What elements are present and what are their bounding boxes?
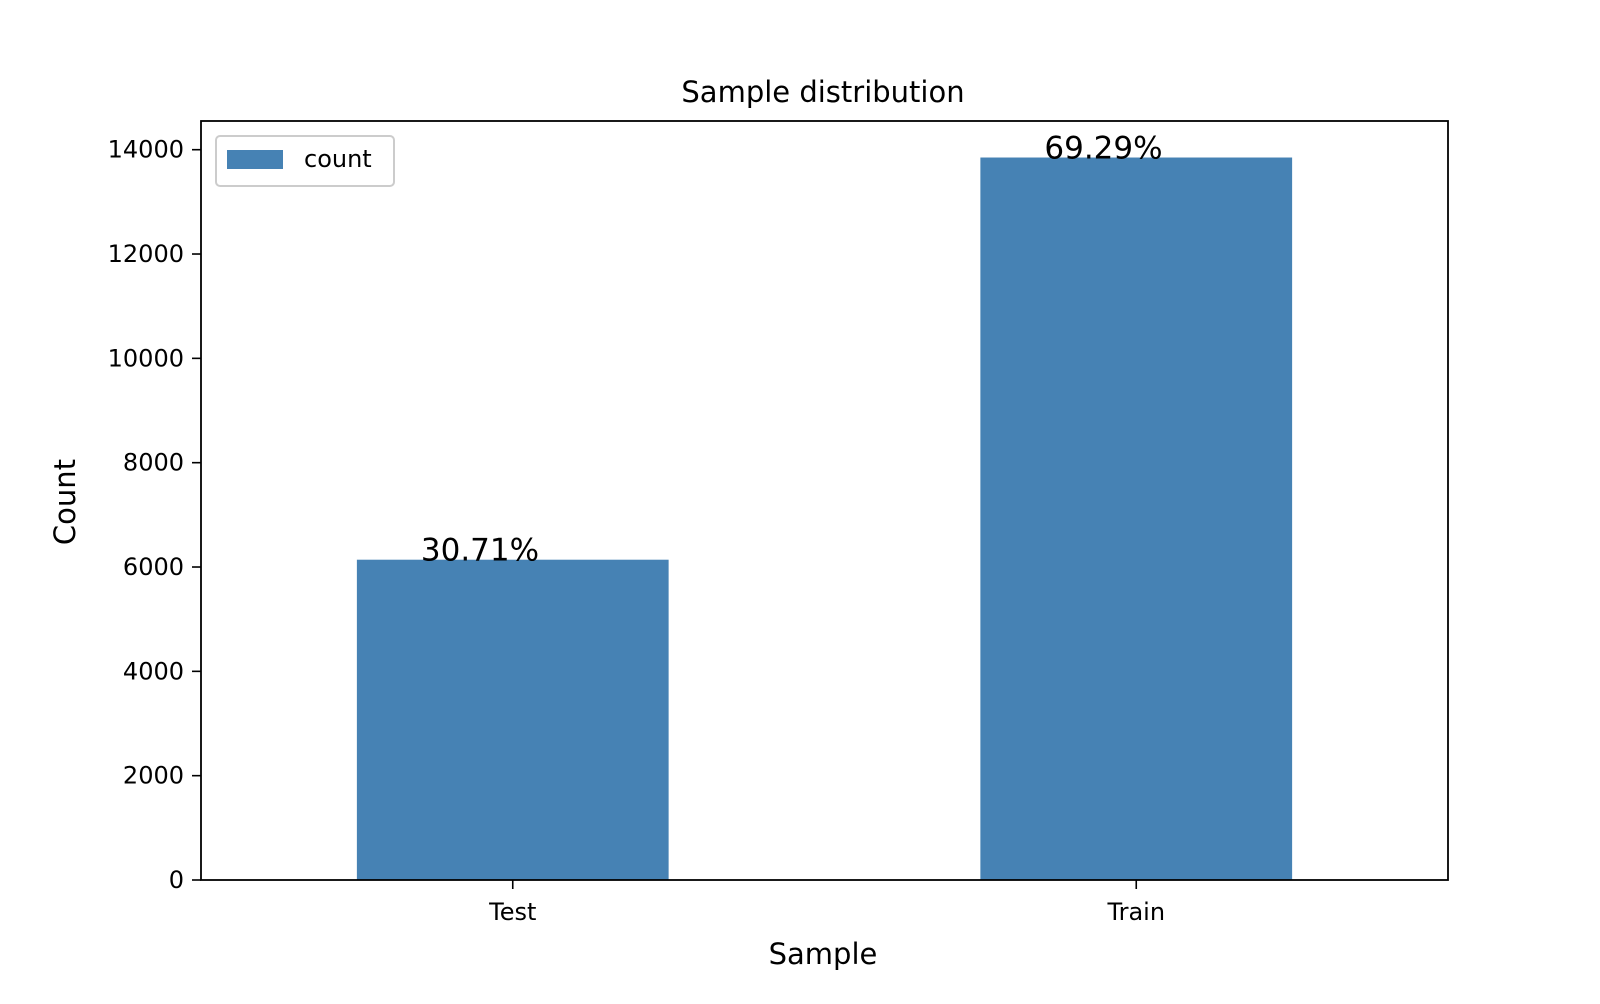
data-labels-layer: 30.71% 69.29% (421, 131, 1163, 569)
x-axis-title: Sample (769, 937, 878, 971)
y-tick-label: 14000 (108, 136, 184, 164)
bar-test (356, 559, 669, 880)
legend-box (215, 135, 395, 187)
y-tick-label: 8000 (123, 449, 184, 477)
y-tick-label: 4000 (123, 657, 184, 685)
data-label-test: 30.71% (421, 533, 539, 569)
bars-layer (356, 157, 1293, 881)
chart-title: Sample distribution (681, 75, 964, 109)
y-tick-label: 6000 (123, 553, 184, 581)
plot-area: 0 2000 4000 6000 8000 10000 12000 14000 Test Tra… (108, 120, 1449, 926)
bar-train (980, 157, 1293, 881)
data-label-train: 69.29% (1044, 131, 1162, 167)
axes-frame (200, 120, 1449, 881)
legend: count (215, 135, 395, 187)
legend-label: count (304, 145, 372, 173)
y-axis-title: Count (48, 459, 82, 545)
y-axis-ticks: 0 2000 4000 6000 8000 10000 12000 14000 (108, 136, 201, 894)
x-axis-ticks: Test Train (488, 880, 1165, 926)
legend-swatch (227, 150, 283, 169)
y-tick-label: 12000 (108, 240, 184, 268)
y-tick-label: 2000 (123, 762, 184, 790)
y-tick-label: 10000 (108, 344, 184, 372)
y-tick-label: 0 (169, 866, 184, 894)
x-tick-label: Train (1106, 898, 1165, 926)
x-tick-label: Test (488, 898, 536, 926)
